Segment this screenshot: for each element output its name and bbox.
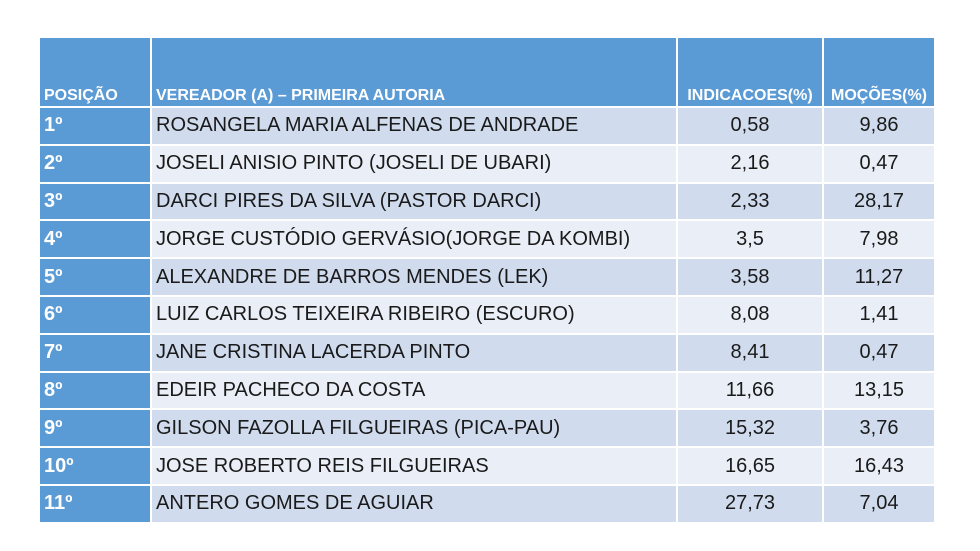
header-vereador: VEREADOR (A) – PRIMEIRA AUTORIA: [150, 36, 678, 108]
indicacoes-cell: 2,33: [676, 181, 824, 222]
table-row: 1º ROSANGELA MARIA ALFENAS DE ANDRADE 0,58…: [38, 106, 936, 146]
mocoes-cell: 0,47: [822, 143, 936, 184]
position-cell: 4º: [38, 219, 152, 260]
position-cell: 6º: [38, 294, 152, 335]
position-cell: 2º: [38, 143, 152, 184]
indicacoes-cell: 3,5: [676, 219, 824, 260]
header-mocoes: MOÇÕES(%): [822, 36, 936, 108]
vereador-name-cell: JORGE CUSTÓDIO GERVÁSIO(JORGE DA KOMBI): [150, 219, 678, 260]
table-row: 7º JANE CRISTINA LACERDA PINTO 8,41 0,47: [38, 332, 936, 373]
indicacoes-cell: 27,73: [676, 483, 824, 524]
table-row: 9º GILSON FAZOLLA FILGUEIRAS (PICA-PAU) 15…: [38, 408, 936, 449]
table-row: 10º JOSE ROBERTO REIS FILGUEIRAS 16,65 16,4…: [38, 446, 936, 486]
vereador-name-cell: EDEIR PACHECO DA COSTA: [150, 370, 678, 411]
indicacoes-cell: 16,65: [676, 446, 824, 486]
position-cell: 9º: [38, 408, 152, 449]
mocoes-cell: 11,27: [822, 257, 936, 297]
indicacoes-cell: 8,41: [676, 332, 824, 373]
position-cell: 10º: [38, 446, 152, 486]
vereador-name-cell: JOSE ROBERTO REIS FILGUEIRAS: [150, 446, 678, 486]
table-row: 6º LUIZ CARLOS TEIXEIRA RIBEIRO (ESCURO) 8…: [38, 294, 936, 335]
mocoes-cell: 16,43: [822, 446, 936, 486]
table-body: 1º ROSANGELA MARIA ALFENAS DE ANDRADE 0,58…: [38, 106, 936, 524]
table-row: 11º ANTERO GOMES DE AGUIAR 27,73 7,04: [38, 483, 936, 524]
vereador-name-cell: JOSELI ANISIO PINTO (JOSELI DE UBARI): [150, 143, 678, 184]
table-row: 3º DARCI PIRES DA SILVA (PASTOR DARCI) 2,3…: [38, 181, 936, 222]
vereador-name-cell: ANTERO GOMES DE AGUIAR: [150, 483, 678, 524]
indicacoes-cell: 15,32: [676, 408, 824, 449]
table-row: 2º JOSELI ANISIO PINTO (JOSELI DE UBARI) 2…: [38, 143, 936, 184]
position-cell: 5º: [38, 257, 152, 297]
position-cell: 3º: [38, 181, 152, 222]
mocoes-cell: 7,04: [822, 483, 936, 524]
vereador-name-cell: DARCI PIRES DA SILVA (PASTOR DARCI): [150, 181, 678, 222]
table-header-row: POSIÇÃO VEREADOR (A) – PRIMEIRA AUTORIA …: [38, 36, 936, 108]
indicacoes-cell: 2,16: [676, 143, 824, 184]
indicacoes-cell: 8,08: [676, 294, 824, 335]
position-cell: 8º: [38, 370, 152, 411]
mocoes-cell: 9,86: [822, 106, 936, 146]
header-posicao: POSIÇÃO: [38, 36, 152, 108]
indicacoes-cell: 11,66: [676, 370, 824, 411]
mocoes-cell: 7,98: [822, 219, 936, 260]
table-row: 5º ALEXANDRE DE BARROS MENDES (LEK) 3,58 11…: [38, 257, 936, 297]
table-row: 4º JORGE CUSTÓDIO GERVÁSIO(JORGE DA KOMBI…: [38, 219, 936, 260]
ranking-table: POSIÇÃO VEREADOR (A) – PRIMEIRA AUTORIA …: [38, 36, 936, 524]
mocoes-cell: 1,41: [822, 294, 936, 335]
mocoes-cell: 28,17: [822, 181, 936, 222]
vereador-name-cell: LUIZ CARLOS TEIXEIRA RIBEIRO (ESCURO): [150, 294, 678, 335]
indicacoes-cell: 3,58: [676, 257, 824, 297]
table-row: 8º EDEIR PACHECO DA COSTA 11,66 13,15: [38, 370, 936, 411]
mocoes-cell: 0,47: [822, 332, 936, 373]
header-indicacoes: INDICACOES(%): [676, 36, 824, 108]
vereador-name-cell: JANE CRISTINA LACERDA PINTO: [150, 332, 678, 373]
ranking-table-container: POSIÇÃO VEREADOR (A) – PRIMEIRA AUTORIA …: [38, 36, 936, 524]
vereador-name-cell: ALEXANDRE DE BARROS MENDES (LEK): [150, 257, 678, 297]
indicacoes-cell: 0,58: [676, 106, 824, 146]
mocoes-cell: 13,15: [822, 370, 936, 411]
vereador-name-cell: GILSON FAZOLLA FILGUEIRAS (PICA-PAU): [150, 408, 678, 449]
position-cell: 11º: [38, 483, 152, 524]
position-cell: 7º: [38, 332, 152, 373]
vereador-name-cell: ROSANGELA MARIA ALFENAS DE ANDRADE: [150, 106, 678, 146]
mocoes-cell: 3,76: [822, 408, 936, 449]
position-cell: 1º: [38, 106, 152, 146]
